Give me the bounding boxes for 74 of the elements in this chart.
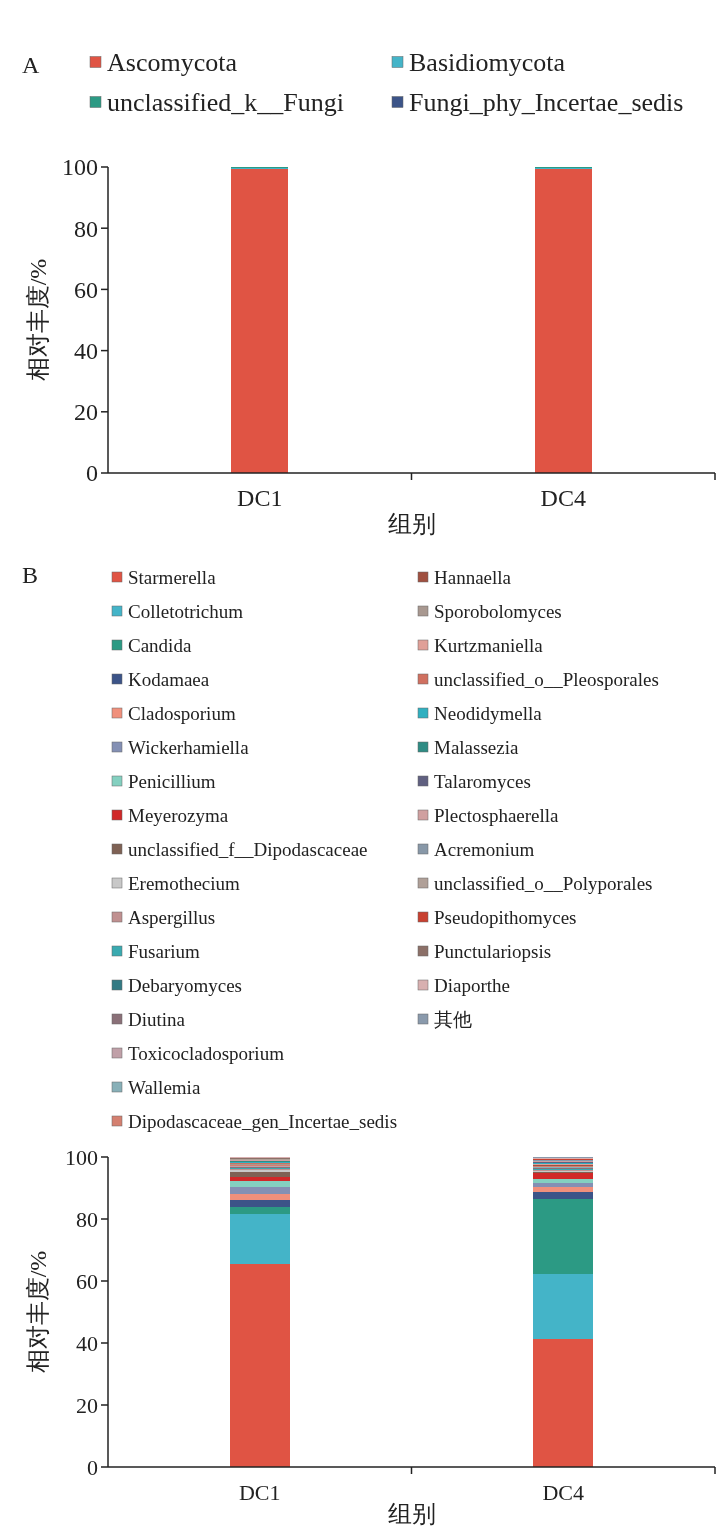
legend-label: Cladosporium [128,702,236,724]
legend-label: Eremothecium [128,872,241,894]
legend-label: Diaporthe [434,974,510,996]
x-axis-title: 组别 [387,511,436,537]
legend-label: unclassified_f__Dipodascaceae [128,838,368,860]
y-tick-label: 0 [87,1454,98,1480]
y-tick-label: 0 [86,460,98,487]
bar [533,1183,594,1187]
bar [533,1187,594,1192]
legend-label: Malassezia [434,736,519,758]
legend-label: Penicillium [128,770,216,792]
bar [229,1181,290,1187]
legend-label: Ascomycota [107,48,238,78]
y-tick-label: 100 [62,154,98,181]
legend-label: 其他 [434,1008,472,1030]
y-tick-label: 40 [74,338,98,364]
legend-label: Punctulariopsis [434,940,552,962]
bar [533,1179,594,1183]
y-tick-label: 100 [65,1144,98,1170]
legend-label: Toxicocladosporium [128,1042,285,1064]
x-tick-label: DC1 [237,485,283,511]
x-tick-label: DC1 [238,1480,281,1505]
legend-label: unclassified_o__Pleosporales [434,668,659,690]
legend-label: Colletotrichum [128,600,244,622]
x-tick-label: DC4 [542,1480,585,1505]
legend-label: Sporobolomyces [434,600,562,622]
legend-label: Starmerella [128,566,217,588]
y-tick-label: 60 [76,1268,98,1294]
legend-label: Neodidymella [434,702,543,724]
bar [229,1172,290,1177]
legend-label: Fusarium [128,940,200,962]
y-tick-label: 80 [74,215,98,242]
legend-label: Meyerozyma [128,804,229,826]
bar [229,1187,290,1194]
legend-label: Candida [128,634,192,656]
legend-label: Basidiomycota [409,48,566,78]
legend-label: Acremonium [434,838,535,860]
legend-label: Diutina [128,1008,186,1030]
legend-label: Fungi_phy_Incertae_sedis [409,88,684,118]
y-tick-label: 20 [76,1392,98,1418]
bar [229,1264,290,1467]
legend-label: Debaryomyces [128,974,242,996]
y-tick-label: 60 [74,276,98,303]
legend-label: Pseudopithomyces [434,906,577,928]
legend-label: Kodamaea [128,668,210,690]
bar [533,1199,594,1274]
legend-label: Wallemia [128,1076,201,1098]
bar [533,1192,594,1199]
y-tick-label: 80 [76,1206,98,1232]
x-axis-title: 组别 [387,1501,436,1527]
legend-label: unclassified_o__Polyporales [434,872,653,894]
legend-label: Plectosphaerella [434,804,560,826]
y-tick-label: 40 [76,1330,98,1356]
bar [533,1274,594,1339]
legend-label: Kurtzmaniella [434,634,544,656]
y-axis-title: 相对丰度/% [25,258,51,382]
bar [533,1173,594,1179]
y-axis-title: 相对丰度/% [25,1250,51,1374]
bar [229,1200,290,1207]
bar [229,1207,290,1214]
legend-label: Talaromyces [434,770,531,792]
legend-label: unclassified_k__Fungi [107,88,344,118]
chart-title: A [22,52,40,78]
y-tick-label: 20 [74,399,98,426]
legend-label: Dipodascaceae_gen_Incertae_sedis [128,1110,398,1132]
legend-label: Wickerhamiella [128,736,250,758]
bar [229,1194,290,1200]
x-tick-label: DC4 [540,485,586,511]
bar [533,1339,594,1467]
legend-label: Aspergillus [128,906,216,928]
bar [229,1214,290,1264]
legend-label: Hannaella [434,566,512,588]
chart-title: B [22,562,39,588]
bar [229,1177,290,1181]
